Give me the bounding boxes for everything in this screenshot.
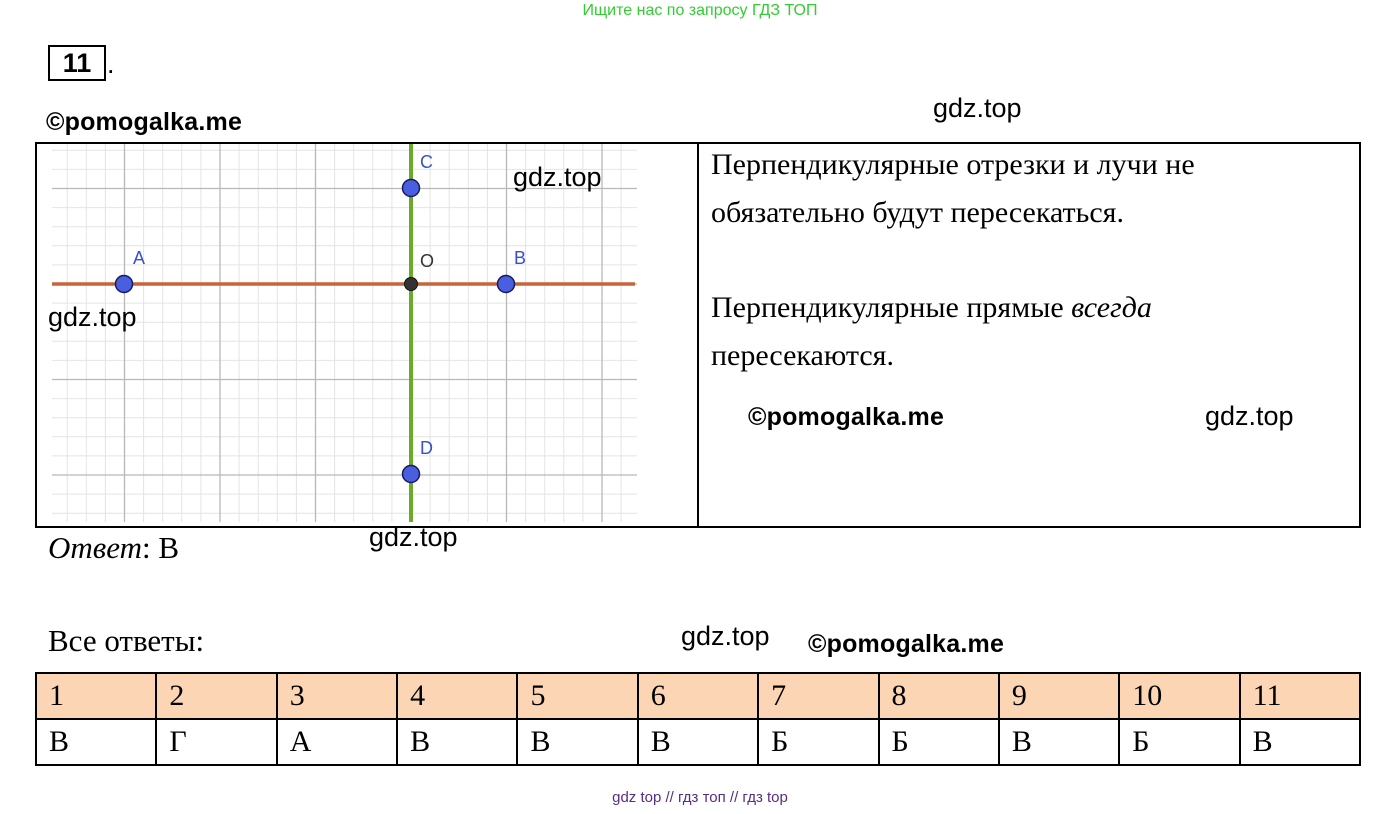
answer-value-cell: А bbox=[275, 718, 399, 766]
watermark-pomogalka: ©pomogalka.me bbox=[46, 108, 243, 136]
point-a-label: A bbox=[133, 248, 145, 268]
explanation-line-2: обязательно будут пересекаться. bbox=[711, 196, 1124, 229]
point-b bbox=[496, 274, 516, 294]
all-answers-title: Все ответы: bbox=[48, 623, 205, 658]
answer-number-cell: 10 bbox=[1118, 672, 1241, 720]
watermark-gdz-table: gdz.top bbox=[681, 621, 770, 651]
answer-line: Ответ: В bbox=[48, 530, 179, 566]
footer-links: gdz top // гдз топ // гдз top bbox=[612, 789, 788, 806]
watermark-gdz-graph-left: gdz.top bbox=[48, 302, 137, 332]
watermark-gdz: gdz.top bbox=[933, 93, 1022, 123]
task-frame-divider bbox=[697, 142, 699, 528]
explanation-line-4: пересекаются. bbox=[711, 339, 894, 372]
explanation-line-3: Перпендикулярные прямые всегда bbox=[711, 285, 1152, 331]
answer-value-cell: В bbox=[516, 718, 639, 766]
point-b-label: B bbox=[514, 248, 526, 268]
answer-value-cell: В bbox=[396, 718, 519, 766]
point-o-label: O bbox=[420, 251, 434, 271]
watermark-gdz-right: gdz.top bbox=[1205, 401, 1294, 431]
graph-major-grid bbox=[52, 144, 637, 522]
answer-number-cell: 3 bbox=[275, 672, 399, 720]
watermark-pomogalka-right: ©pomogalka.me bbox=[748, 403, 945, 431]
watermark-gdz-graph-bottom: gdz.top bbox=[369, 522, 458, 552]
watermark-pomogalka-table: ©pomogalka.me bbox=[808, 630, 1005, 658]
answer-value-cell: Б bbox=[877, 718, 1000, 766]
graph-minor-grid bbox=[52, 144, 637, 522]
answer-separator: : bbox=[141, 530, 159, 565]
answer-number-cell: 9 bbox=[997, 672, 1121, 720]
point-d-label: D bbox=[420, 438, 433, 458]
answer-value-cell: В bbox=[34, 718, 158, 766]
explanation-line-3-emphasis: всегда bbox=[1071, 291, 1152, 324]
point-c bbox=[401, 178, 421, 198]
point-a bbox=[114, 274, 134, 294]
answer-value: В bbox=[158, 530, 180, 565]
answer-number-cell: 8 bbox=[877, 672, 1000, 720]
answer-number-cell: 4 bbox=[396, 672, 519, 720]
watermark-gdz-graph-top: gdz.top bbox=[513, 162, 602, 192]
answer-value-cell: Б bbox=[1118, 718, 1241, 766]
explanation-line-3-prefix: Перпендикулярные прямые bbox=[711, 291, 1072, 324]
answers-number-row: 1 2 3 4 5 6 7 8 9 10 11 bbox=[34, 672, 1362, 720]
answer-number-cell: 7 bbox=[757, 672, 880, 720]
answer-value-cell: В bbox=[1238, 718, 1362, 766]
answer-value-cell: Г bbox=[155, 718, 278, 766]
task-number: 11 bbox=[48, 45, 106, 81]
answer-number-cell: 11 bbox=[1238, 672, 1362, 720]
answer-number-cell: 1 bbox=[34, 672, 158, 720]
task-number-dot: . bbox=[107, 49, 115, 79]
answer-value-cell: В bbox=[997, 718, 1121, 766]
perpendicular-lines-graph: A B C D O bbox=[52, 144, 637, 522]
answer-number-cell: 2 bbox=[155, 672, 278, 720]
explanation-line-1: Перпендикулярные отрезки и лучи не bbox=[711, 148, 1195, 181]
answer-value-cell: Б bbox=[757, 718, 880, 766]
answer-label: Ответ bbox=[48, 530, 142, 565]
answer-number-cell: 5 bbox=[516, 672, 639, 720]
search-banner: Ищите нас по запросу ГДЗ ТОП bbox=[582, 2, 818, 19]
answer-value-cell: В bbox=[636, 718, 760, 766]
point-o bbox=[404, 277, 418, 291]
point-c-label: C bbox=[420, 152, 433, 172]
point-d bbox=[401, 464, 421, 484]
answer-number-cell: 6 bbox=[636, 672, 760, 720]
